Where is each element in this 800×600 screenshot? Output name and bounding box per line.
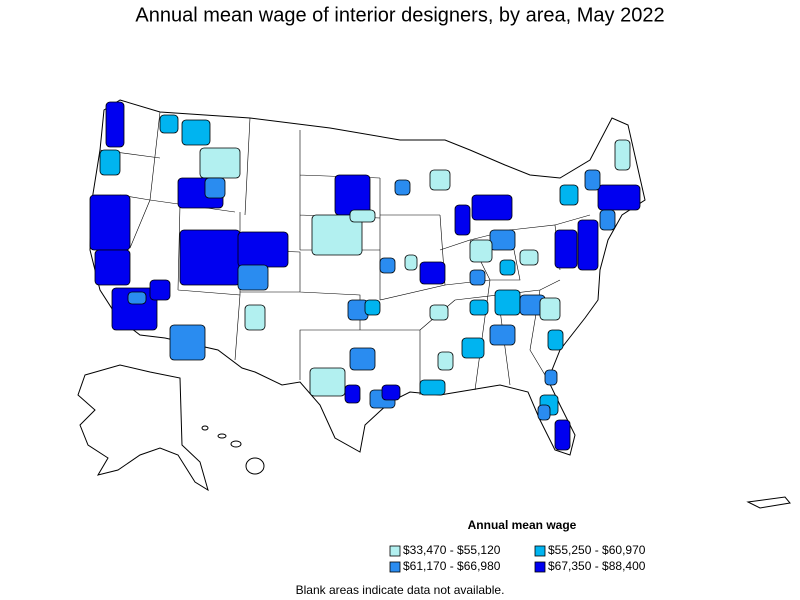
map-region xyxy=(419,261,446,285)
legend-swatch xyxy=(389,545,401,557)
map-region xyxy=(237,264,269,291)
map-region xyxy=(419,379,446,396)
map-region xyxy=(544,369,558,386)
map-region xyxy=(454,204,471,236)
map-region xyxy=(499,259,516,276)
map-region xyxy=(199,147,241,179)
map-region xyxy=(89,194,131,251)
map-region xyxy=(179,229,241,286)
map-region xyxy=(537,404,551,421)
map-region xyxy=(349,209,376,223)
map-region xyxy=(159,114,179,134)
map-region xyxy=(94,249,131,286)
map-region xyxy=(494,289,521,316)
map-region xyxy=(437,351,454,371)
map-region xyxy=(489,324,516,346)
map-region xyxy=(311,214,363,256)
map-region xyxy=(99,149,121,176)
legend-title: Annual mean wage xyxy=(468,518,577,532)
map-region xyxy=(577,219,599,271)
map-region xyxy=(519,249,539,266)
map-region xyxy=(237,231,289,268)
legend-swatch xyxy=(534,561,546,573)
map-region xyxy=(105,101,125,148)
map-region xyxy=(127,291,147,305)
map-region xyxy=(584,169,601,191)
map-region xyxy=(309,367,346,397)
legend-label: $33,470 - $55,120 xyxy=(403,543,501,557)
map-region xyxy=(429,169,451,191)
legend-swatch xyxy=(389,561,401,573)
map-region xyxy=(394,179,411,196)
map-region xyxy=(554,419,571,451)
map-region xyxy=(469,269,486,286)
legend-label: $67,350 - $88,400 xyxy=(548,559,646,573)
map-region xyxy=(181,119,211,146)
map-region xyxy=(469,239,493,263)
map-region xyxy=(461,337,485,359)
legend-swatch xyxy=(534,545,546,557)
map-region xyxy=(429,304,449,321)
map-region xyxy=(539,297,561,321)
footnote: Blank areas indicate data not available. xyxy=(296,583,505,597)
legend-label: $61,170 - $66,980 xyxy=(403,559,501,573)
map-region xyxy=(169,324,206,361)
map-region xyxy=(381,384,401,401)
map-region xyxy=(344,384,361,404)
map-region xyxy=(554,229,578,269)
map-region xyxy=(364,299,381,316)
map-region xyxy=(489,229,516,251)
legend-label: $55,250 - $60,970 xyxy=(548,543,646,557)
map-region xyxy=(547,329,564,351)
map-title: Annual mean wage of interior designers, … xyxy=(135,4,664,26)
map-region xyxy=(471,194,513,221)
map-region xyxy=(559,184,579,206)
map-region xyxy=(334,174,371,216)
map-region xyxy=(379,257,396,274)
map-region xyxy=(469,299,489,316)
map-region xyxy=(204,177,226,199)
map-region xyxy=(614,139,631,171)
alaska xyxy=(77,364,209,492)
map-region xyxy=(149,279,171,301)
map-region xyxy=(404,254,418,271)
map-region xyxy=(349,347,376,371)
puerto-rico xyxy=(746,496,791,509)
map-region xyxy=(244,304,266,331)
map-region xyxy=(599,209,616,231)
map-region xyxy=(597,184,641,211)
hawaii xyxy=(201,425,265,475)
